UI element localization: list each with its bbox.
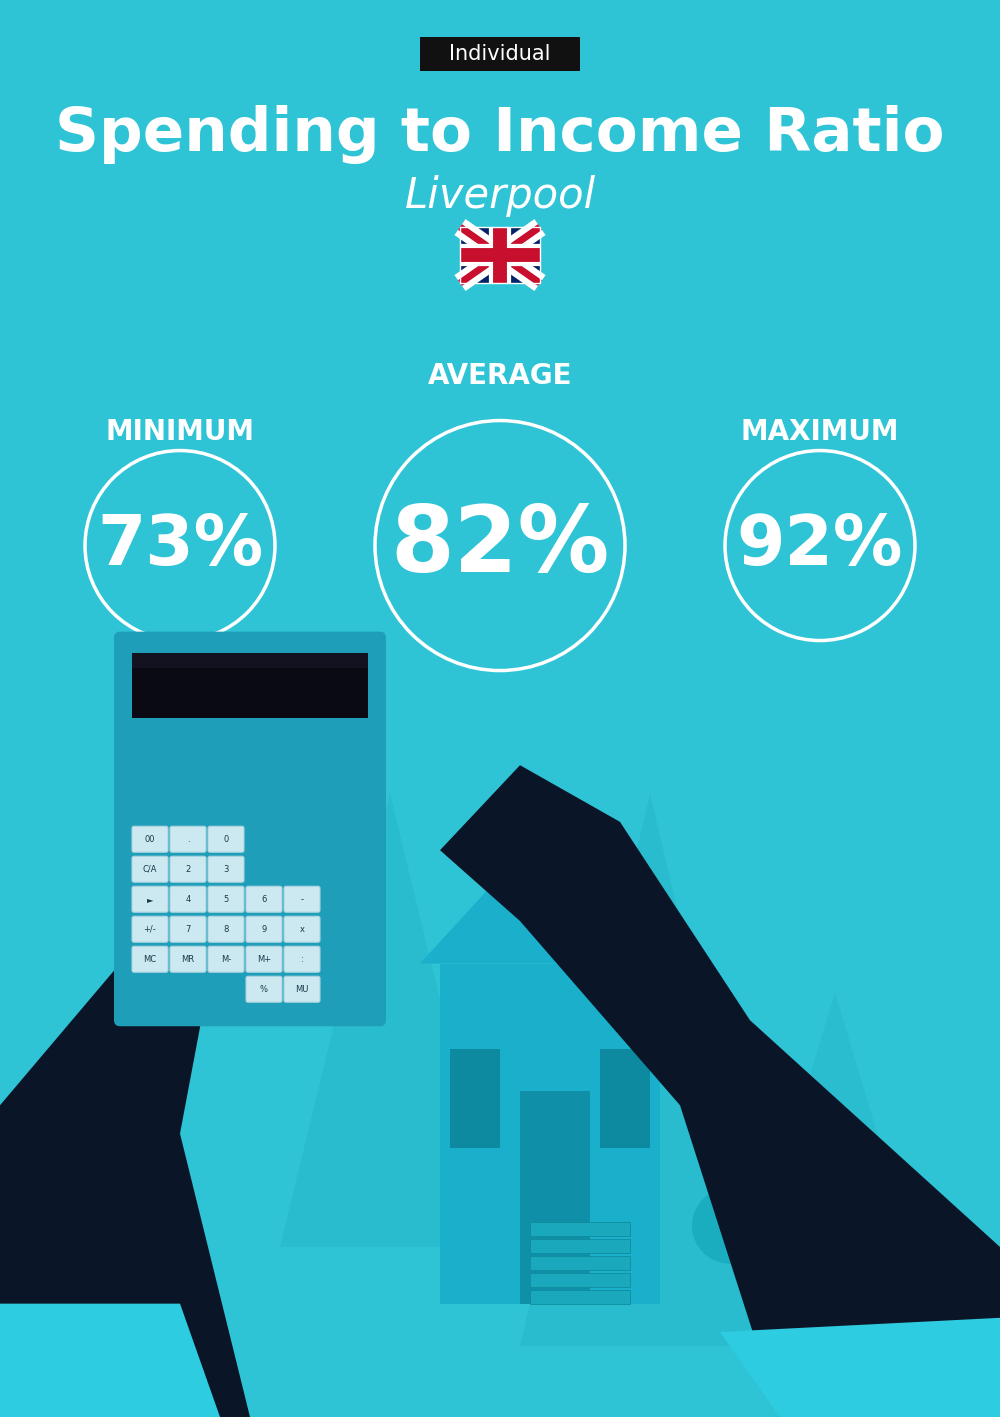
Text: -: - bbox=[300, 894, 304, 904]
FancyBboxPatch shape bbox=[246, 917, 282, 942]
FancyBboxPatch shape bbox=[208, 917, 244, 942]
Polygon shape bbox=[280, 794, 500, 1247]
Text: 73%: 73% bbox=[97, 512, 263, 580]
Bar bbox=[440, 964, 660, 1304]
Bar bbox=[530, 1272, 630, 1287]
Bar bbox=[826, 1186, 854, 1212]
FancyBboxPatch shape bbox=[208, 856, 244, 883]
FancyBboxPatch shape bbox=[170, 917, 206, 942]
FancyBboxPatch shape bbox=[132, 886, 168, 913]
Text: 9: 9 bbox=[261, 925, 267, 934]
Text: 2: 2 bbox=[185, 864, 191, 874]
Polygon shape bbox=[720, 1318, 1000, 1417]
Text: 0: 0 bbox=[223, 835, 229, 843]
Bar bbox=[132, 653, 368, 717]
FancyBboxPatch shape bbox=[170, 886, 206, 913]
Bar bbox=[530, 1255, 630, 1270]
Text: M-: M- bbox=[221, 955, 231, 964]
Text: %: % bbox=[260, 985, 268, 993]
FancyBboxPatch shape bbox=[132, 917, 168, 942]
Bar bbox=[530, 1238, 630, 1253]
Text: .: . bbox=[187, 835, 189, 843]
Text: 92%: 92% bbox=[737, 512, 903, 580]
FancyBboxPatch shape bbox=[208, 826, 244, 852]
Text: x: x bbox=[300, 925, 304, 934]
Polygon shape bbox=[520, 794, 780, 1346]
FancyBboxPatch shape bbox=[170, 947, 206, 972]
Polygon shape bbox=[0, 1304, 220, 1417]
Text: 3: 3 bbox=[223, 864, 229, 874]
Text: :: : bbox=[301, 955, 303, 964]
Text: M+: M+ bbox=[257, 955, 271, 964]
FancyBboxPatch shape bbox=[284, 976, 320, 1002]
Bar bbox=[600, 1049, 650, 1148]
Text: $: $ bbox=[824, 1238, 856, 1284]
Bar bbox=[590, 850, 630, 964]
Text: C/A: C/A bbox=[143, 864, 157, 874]
FancyBboxPatch shape bbox=[284, 947, 320, 972]
Circle shape bbox=[692, 1187, 768, 1264]
Text: $: $ bbox=[719, 1212, 741, 1240]
Text: AVERAGE: AVERAGE bbox=[428, 361, 572, 390]
Text: 5: 5 bbox=[223, 894, 229, 904]
Text: 7: 7 bbox=[185, 925, 191, 934]
FancyBboxPatch shape bbox=[246, 886, 282, 913]
Text: Individual: Individual bbox=[449, 44, 551, 64]
Text: MAXIMUM: MAXIMUM bbox=[741, 418, 899, 446]
FancyBboxPatch shape bbox=[132, 856, 168, 883]
Polygon shape bbox=[420, 822, 680, 964]
FancyBboxPatch shape bbox=[132, 947, 168, 972]
Text: 82%: 82% bbox=[390, 500, 610, 591]
Text: MR: MR bbox=[181, 955, 195, 964]
FancyBboxPatch shape bbox=[132, 826, 168, 852]
Bar bbox=[460, 227, 540, 283]
Polygon shape bbox=[440, 765, 1000, 1417]
Text: Liverpool: Liverpool bbox=[404, 174, 596, 217]
FancyBboxPatch shape bbox=[284, 917, 320, 942]
Text: MC: MC bbox=[143, 955, 157, 964]
FancyBboxPatch shape bbox=[114, 632, 386, 1026]
FancyBboxPatch shape bbox=[208, 886, 244, 913]
Bar bbox=[520, 1091, 590, 1304]
Text: 6: 6 bbox=[261, 894, 267, 904]
Text: Spending to Income Ratio: Spending to Income Ratio bbox=[55, 105, 945, 164]
Bar bbox=[530, 1221, 630, 1236]
FancyBboxPatch shape bbox=[246, 976, 282, 1002]
FancyBboxPatch shape bbox=[246, 947, 282, 972]
Circle shape bbox=[782, 1203, 898, 1319]
Bar bbox=[450, 1049, 500, 1148]
Polygon shape bbox=[750, 992, 920, 1275]
Text: +/-: +/- bbox=[144, 925, 156, 934]
FancyBboxPatch shape bbox=[208, 947, 244, 972]
Text: ►: ► bbox=[147, 894, 153, 904]
Text: 8: 8 bbox=[223, 925, 229, 934]
Polygon shape bbox=[0, 737, 300, 1417]
Bar bbox=[132, 653, 368, 667]
Text: 4: 4 bbox=[185, 894, 191, 904]
FancyBboxPatch shape bbox=[284, 886, 320, 913]
FancyBboxPatch shape bbox=[170, 856, 206, 883]
Text: MINIMUM: MINIMUM bbox=[106, 418, 254, 446]
Text: MU: MU bbox=[295, 985, 309, 993]
FancyBboxPatch shape bbox=[420, 37, 580, 71]
FancyBboxPatch shape bbox=[170, 826, 206, 852]
Bar bbox=[720, 1175, 740, 1193]
Bar bbox=[460, 227, 540, 283]
Bar bbox=[530, 1289, 630, 1304]
Text: 00: 00 bbox=[145, 835, 155, 843]
